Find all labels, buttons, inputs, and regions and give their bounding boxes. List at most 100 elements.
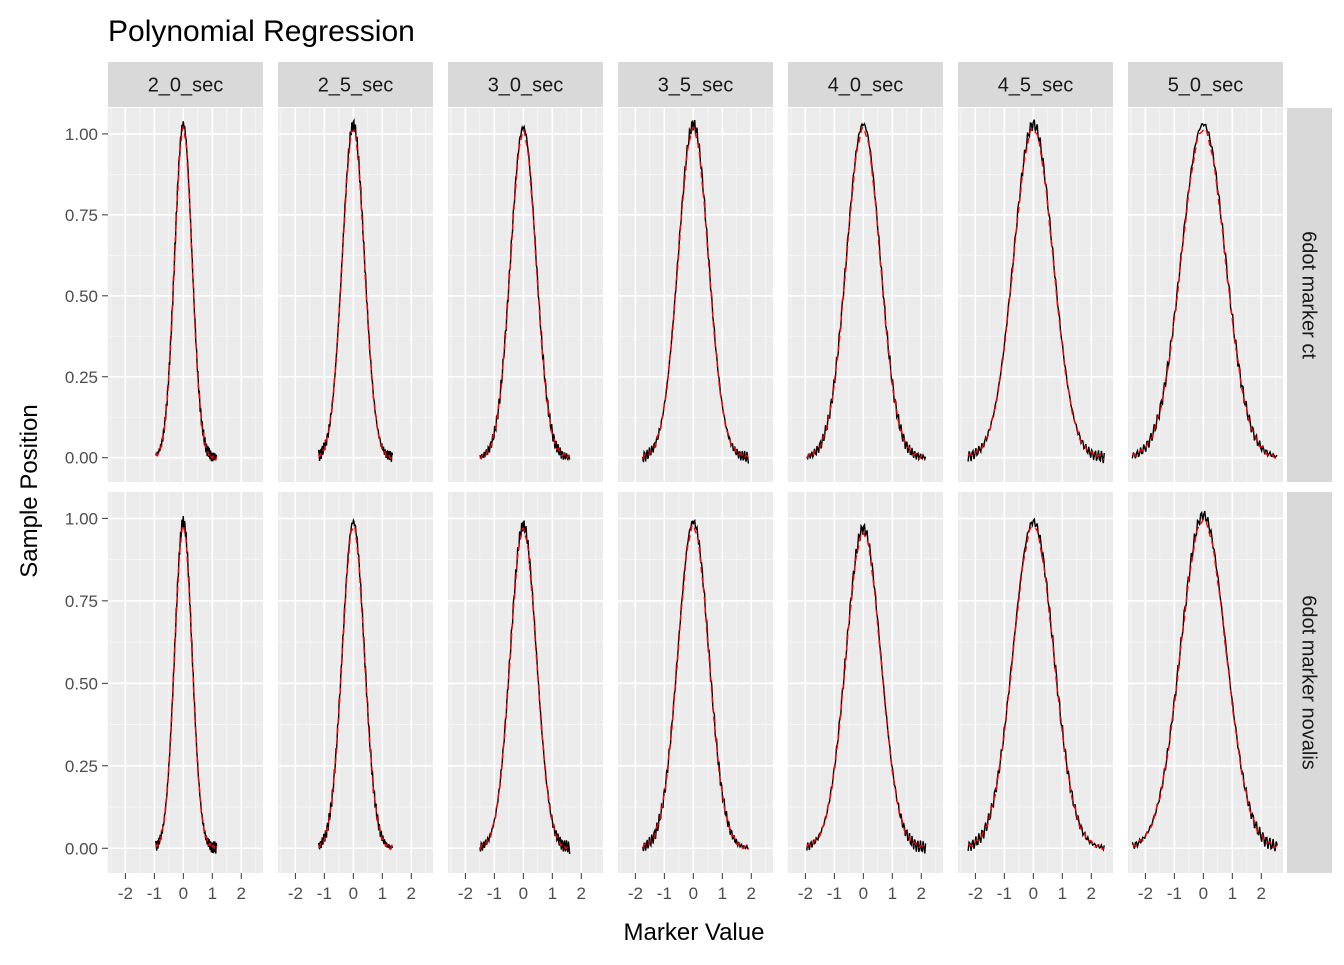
x-tick-label: -2 bbox=[968, 884, 983, 903]
fit-line bbox=[479, 129, 571, 460]
panel-background bbox=[1128, 492, 1283, 873]
col-strip-2_0_sec bbox=[108, 62, 263, 107]
observed-line bbox=[317, 117, 394, 462]
panel-background bbox=[788, 492, 943, 873]
facet-panels: 2_0_sec 2_5_sec 3_0_sec 3_5_sec 4_0_sec 4_5_s… bbox=[65, 62, 1332, 903]
x-tick-label: -1 bbox=[997, 884, 1012, 903]
y-tick-label: 0.00 bbox=[65, 839, 98, 858]
y-tick-label: 0.00 bbox=[65, 449, 98, 468]
panel-background bbox=[618, 108, 773, 482]
x-tick-label: 1 bbox=[208, 884, 217, 903]
col-strip-2_5_sec bbox=[278, 62, 433, 107]
panel-background bbox=[958, 492, 1113, 873]
x-tick-label: 0 bbox=[859, 884, 868, 903]
fit-line bbox=[317, 525, 393, 850]
x-tick-label: 1 bbox=[378, 884, 387, 903]
x-tick-label: 2 bbox=[237, 884, 246, 903]
col-strip-4_0_sec bbox=[788, 62, 943, 107]
col-strip-4_5_sec bbox=[958, 62, 1113, 107]
fit-line bbox=[641, 524, 750, 850]
panel-background bbox=[788, 108, 943, 482]
panel-background bbox=[108, 492, 263, 873]
panel-background bbox=[1128, 108, 1283, 482]
col-strip-label: 4_5_sec bbox=[998, 75, 1074, 97]
y-tick-label: 1.00 bbox=[65, 509, 98, 528]
x-tick-label: -2 bbox=[1138, 884, 1153, 903]
fit-line bbox=[642, 126, 750, 460]
y-tick-label: 0.25 bbox=[65, 757, 98, 776]
x-tick-label: 0 bbox=[689, 884, 698, 903]
x-tick-label: 0 bbox=[349, 884, 358, 903]
x-tick-label: 1 bbox=[718, 884, 727, 903]
col-strip-label: 2_5_sec bbox=[318, 75, 394, 97]
y-tick-label: 0.25 bbox=[65, 368, 98, 387]
fit-line bbox=[1132, 127, 1278, 459]
col-strip-label: 2_0_sec bbox=[148, 75, 224, 97]
x-tick-label: 1 bbox=[1228, 884, 1237, 903]
fit-line bbox=[806, 531, 926, 851]
fit-line bbox=[155, 524, 218, 851]
fit-line bbox=[806, 126, 927, 460]
x-tick-label: 1 bbox=[888, 884, 897, 903]
x-axis-title: Marker Value bbox=[624, 919, 765, 946]
x-tick-label: -1 bbox=[827, 884, 842, 903]
x-tick-label: 0 bbox=[179, 884, 188, 903]
row-strip-label: 6dot marker ct bbox=[1298, 231, 1320, 359]
fit-line bbox=[967, 128, 1105, 460]
fit-line bbox=[317, 129, 393, 460]
x-tick-label: 2 bbox=[1087, 884, 1096, 903]
x-tick-label: -2 bbox=[458, 884, 473, 903]
y-tick-label: 0.75 bbox=[65, 592, 98, 611]
panel-background bbox=[108, 108, 263, 482]
x-tick-label: 2 bbox=[917, 884, 926, 903]
x-tick-label: 2 bbox=[747, 884, 756, 903]
x-tick-label: -1 bbox=[147, 884, 162, 903]
panel-background bbox=[618, 492, 773, 873]
observed-line bbox=[967, 517, 1105, 852]
chart-title: Polynomial Regression bbox=[108, 15, 415, 48]
y-tick-label: 0.50 bbox=[65, 287, 98, 306]
col-strip-label: 4_0_sec bbox=[828, 75, 904, 97]
fit-line bbox=[155, 125, 218, 460]
col-strip-label: 3_5_sec bbox=[658, 75, 734, 97]
observed-line bbox=[479, 124, 571, 462]
panel-background bbox=[278, 108, 433, 482]
y-axis-title: Sample Position bbox=[16, 404, 43, 577]
col-strip-label: 3_0_sec bbox=[488, 75, 564, 97]
y-tick-label: 0.75 bbox=[65, 206, 98, 225]
col-strip-label: 5_0_sec bbox=[1168, 75, 1244, 97]
panel-background bbox=[958, 108, 1113, 482]
fit-line bbox=[967, 526, 1105, 850]
observed-line bbox=[317, 517, 394, 851]
x-tick-label: 2 bbox=[407, 884, 416, 903]
x-tick-label: -2 bbox=[628, 884, 643, 903]
x-tick-label: 2 bbox=[577, 884, 586, 903]
col-strip-3_0_sec bbox=[448, 62, 603, 107]
x-tick-label: 0 bbox=[1029, 884, 1038, 903]
row-strip-label: 6dot marker novalis bbox=[1298, 595, 1320, 770]
x-tick-label: 0 bbox=[1199, 884, 1208, 903]
x-tick-label: -2 bbox=[288, 884, 303, 903]
observed-line bbox=[1131, 123, 1278, 459]
row-strip bbox=[1287, 492, 1332, 873]
col-strip-3_5_sec bbox=[618, 62, 773, 107]
x-tick-label: -2 bbox=[118, 884, 133, 903]
panel-background bbox=[448, 492, 603, 873]
x-tick-label: 1 bbox=[1058, 884, 1067, 903]
x-tick-label: -1 bbox=[317, 884, 332, 903]
x-tick-label: 2 bbox=[1257, 884, 1266, 903]
col-strip-5_0_sec bbox=[1128, 62, 1283, 107]
x-tick-label: -1 bbox=[657, 884, 672, 903]
x-tick-label: -1 bbox=[1167, 884, 1182, 903]
x-tick-label: -1 bbox=[487, 884, 502, 903]
panel-background bbox=[278, 492, 433, 873]
x-tick-label: 1 bbox=[548, 884, 557, 903]
y-tick-label: 1.00 bbox=[65, 125, 98, 144]
y-tick-label: 0.50 bbox=[65, 674, 98, 693]
x-tick-label: -2 bbox=[798, 884, 813, 903]
x-tick-label: 0 bbox=[519, 884, 528, 903]
observed-line bbox=[155, 121, 218, 462]
row-strip bbox=[1287, 108, 1332, 482]
